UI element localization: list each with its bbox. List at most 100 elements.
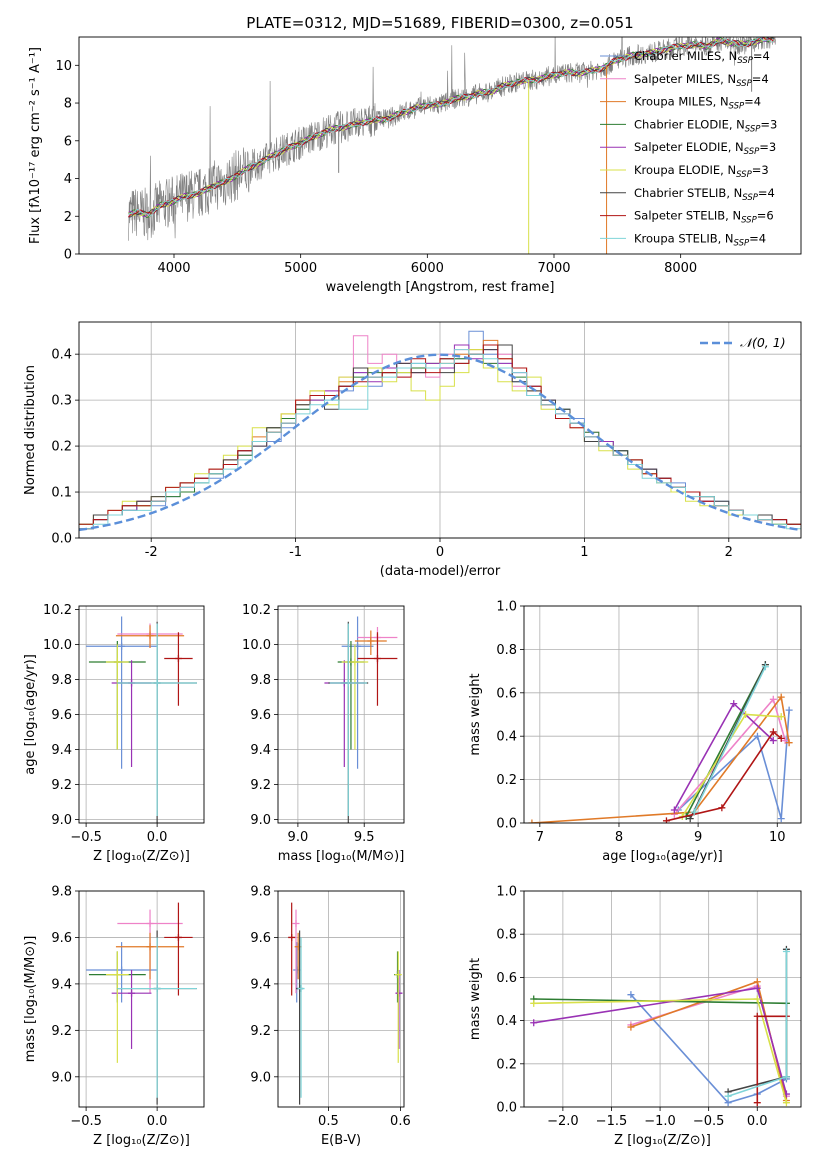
y-tick-label: 0.2 xyxy=(496,773,517,788)
grid xyxy=(79,606,204,823)
weight-point xyxy=(777,693,785,701)
y-tick-label: 8 xyxy=(64,97,72,112)
axes-frame xyxy=(78,890,205,1108)
weight-point xyxy=(782,947,790,955)
data-point xyxy=(288,933,296,941)
y-tick-label: 0 xyxy=(64,248,72,263)
panel-spectrum: 4000 5000 6000 7000 8000 0 2 4 6 8 10 wavelength [A… xyxy=(28,36,802,295)
data-point xyxy=(146,920,154,928)
legend-label: Chabrier ELODIE, N xyxy=(634,117,745,131)
weight-point xyxy=(530,1019,538,1027)
plot-area xyxy=(79,330,801,532)
y-tick-label: 9.2 xyxy=(51,1024,72,1039)
data-point xyxy=(113,658,121,666)
x-tick-label: 9 xyxy=(694,830,702,845)
x-tick-label: 8 xyxy=(615,830,623,845)
x-axis: 0.5 0.6 xyxy=(318,1107,411,1129)
weight-point xyxy=(753,978,761,986)
legend-entry: Kroupa ELODIE, NSSP=3 xyxy=(634,163,769,180)
data-point xyxy=(146,632,154,640)
y-axis: 9.0 9.2 9.4 9.6 9.8 10.0 10.2 xyxy=(43,603,79,828)
legend-count: =6 xyxy=(757,209,774,223)
y-axis: 9.0 9.2 9.4 9.6 9.8 10.0 10.2 xyxy=(242,603,278,828)
x-tick-label: 7000 xyxy=(537,261,570,276)
weight-point xyxy=(753,984,761,992)
histogram-kroupa_stelib xyxy=(79,349,801,530)
legend-count: =3 xyxy=(760,117,777,131)
y-tick-label: 10.0 xyxy=(242,638,271,653)
legend-entry: Salpeter STELIB, NSSP=6 xyxy=(634,209,774,226)
weight-point xyxy=(662,817,670,823)
y-axis: 0 2 4 6 8 10 xyxy=(55,59,79,263)
x-axis-label: E(B-V) xyxy=(321,1133,361,1148)
x-tick-label: 0.6 xyxy=(390,1114,411,1129)
data-point xyxy=(128,989,136,997)
data-point xyxy=(174,655,182,662)
y-tick-label: 9.8 xyxy=(51,673,72,688)
y-tick-label: 2 xyxy=(64,210,72,225)
weight-point xyxy=(782,1073,790,1081)
y-tick-label: 9.2 xyxy=(250,1024,271,1039)
data-point xyxy=(153,985,161,993)
legend-subscript: SSP xyxy=(734,238,750,248)
x-tick-label: 10 xyxy=(769,830,786,845)
grid xyxy=(278,606,404,823)
legend-label: Chabrier MILES, N xyxy=(634,49,737,63)
x-tick-label: 6000 xyxy=(411,261,444,276)
data-point xyxy=(174,933,182,941)
y-axis: 0.0 0.2 0.4 0.6 0.8 1.0 xyxy=(496,600,524,832)
panel-age_vs_mass: 9.0 9.5 9.0 9.2 9.4 9.6 9.8 10.0 10.2 mass [log₁₀… xyxy=(242,603,405,864)
legend-entry: Chabrier ELODIE, NSSP=3 xyxy=(634,117,777,134)
weight-point xyxy=(777,734,785,742)
y-tick-label: 9.4 xyxy=(250,743,271,758)
weight-point xyxy=(718,804,726,812)
weight-point xyxy=(782,1099,790,1107)
x-tick-label: −1.0 xyxy=(644,1114,676,1129)
axes-frame xyxy=(78,605,205,824)
x-axis: -2 -1 0 1 2 xyxy=(145,538,733,560)
weight-line-kroupa_stelib xyxy=(693,666,767,813)
y-tick-label: 9.0 xyxy=(250,813,271,828)
legend-label: Chabrier STELIB, N xyxy=(634,186,742,200)
weight-point xyxy=(785,739,793,747)
weight-point xyxy=(777,713,785,721)
y-tick-label: 0.6 xyxy=(496,971,517,986)
legend-entry: Kroupa STELIB, NSSP=4 xyxy=(634,231,766,248)
legend-count: =4 xyxy=(753,49,770,63)
y-tick-label: 9.8 xyxy=(51,885,72,900)
legend-entry: Salpeter MILES, NSSP=4 xyxy=(634,72,769,89)
y-tick-label: 0.8 xyxy=(496,928,517,943)
panel-age_vs_Z: −0.5 0.0 9.0 9.2 9.4 9.6 9.8 10.0 10.2 Z [log₁₀(Z… xyxy=(23,603,205,864)
x-axis: −2.0 −1.5 −1.0 −0.5 0.0 xyxy=(547,1107,768,1129)
legend-count: =4 xyxy=(749,231,766,245)
legend-subscript: SSP xyxy=(736,79,752,89)
y-tick-label: 9.6 xyxy=(51,931,72,946)
y-tick-label: 0.2 xyxy=(496,1057,517,1072)
y-tick-label: 0.4 xyxy=(51,348,72,363)
legend-count: =4 xyxy=(752,72,769,86)
legend-label: Kroupa ELODIE, N xyxy=(634,163,736,177)
panel-mass_weight_vs_age: 7 8 9 10 0.0 0.2 0.4 0.6 0.8 1.0 age [log₁₀(age/yr… xyxy=(468,600,802,864)
legend-subscript: SSP xyxy=(737,56,753,66)
figure-title: PLATE=0312, MJD=51689, FIBERID=0300, z=0… xyxy=(246,14,633,32)
y-axis-label: mass [log₁₀(M/M⊙)] xyxy=(23,936,38,1063)
data-point xyxy=(118,966,126,974)
legend-subscript: SSP xyxy=(741,216,757,226)
x-axis-label: age [log₁₀(age/yr)] xyxy=(602,849,723,864)
y-tick-label: 0.6 xyxy=(496,686,517,701)
x-axis-label: Z [log₁₀(Z/Z⊙)] xyxy=(93,1133,190,1148)
x-tick-label: 1 xyxy=(580,545,588,560)
legend-subscript: SSP xyxy=(745,124,761,134)
weight-point xyxy=(627,991,635,999)
legend-subscript: SSP xyxy=(736,170,752,180)
x-tick-label: 0.0 xyxy=(747,1114,768,1129)
legend-label: Kroupa MILES, N xyxy=(634,95,729,109)
legend: 𝒩(0, 1) xyxy=(700,335,786,350)
x-axis: 9.0 9.5 xyxy=(288,823,375,845)
legend-subscript: SSP xyxy=(729,102,745,112)
y-tick-label: 9.4 xyxy=(250,977,271,992)
legend-label: Salpeter ELODIE, N xyxy=(634,140,744,154)
data-point xyxy=(395,989,403,997)
panel-residuals: -2 -1 0 1 2 0.0 0.1 0.2 0.3 0.4 (data-model)/error… xyxy=(23,321,802,579)
